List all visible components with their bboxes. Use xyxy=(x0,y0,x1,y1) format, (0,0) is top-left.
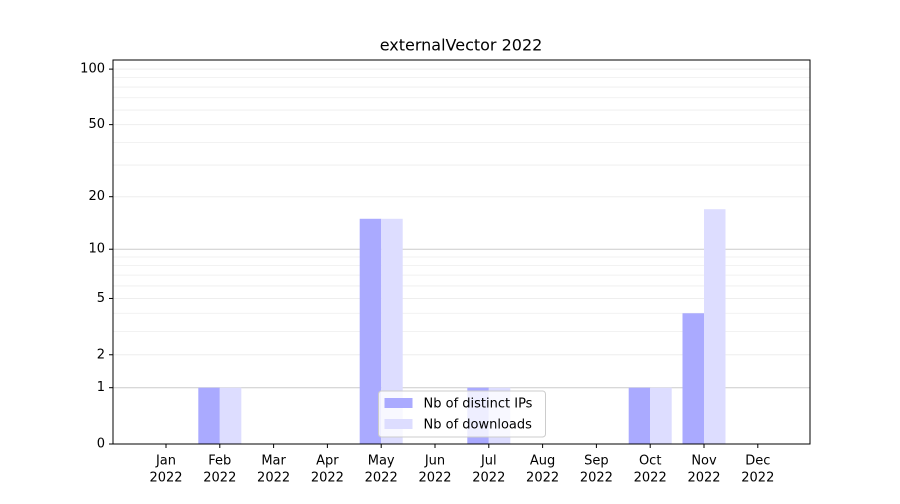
x-tick-label: Jan xyxy=(155,454,176,469)
x-tick-label: 2022 xyxy=(203,471,236,486)
x-tick-label: 2022 xyxy=(311,471,344,486)
bar xyxy=(704,209,726,444)
axes-frame xyxy=(112,59,811,445)
x-tick-label: Jul xyxy=(480,454,497,469)
bar xyxy=(219,387,242,444)
x-tick-label: Nov xyxy=(691,454,717,469)
x-tick-label: Aug xyxy=(530,454,555,469)
bar xyxy=(198,387,220,444)
y-tick-label: 5 xyxy=(97,291,105,306)
y-tick-label: 2 xyxy=(97,347,105,362)
x-tick-label: Feb xyxy=(208,454,231,469)
x-tick-label: May xyxy=(368,454,395,469)
x-tick-label: 2022 xyxy=(472,471,505,486)
y-tick-label: 0 xyxy=(97,437,105,452)
x-tick-label: 2022 xyxy=(687,471,720,486)
legend-swatch xyxy=(384,398,413,408)
y-tick-label: 1 xyxy=(97,380,105,395)
y-tick-label: 50 xyxy=(88,117,105,132)
legend-swatch xyxy=(384,419,413,429)
x-tick-label: Mar xyxy=(261,454,286,469)
x-tick-label: 2022 xyxy=(149,471,182,486)
x-tick-label: Dec xyxy=(745,454,770,469)
bar xyxy=(359,218,382,444)
x-tick-label: Jun xyxy=(424,454,445,469)
x-tick-label: 2022 xyxy=(418,471,451,486)
legend-label: Nb of downloads xyxy=(424,418,533,433)
bar xyxy=(381,218,403,444)
x-tick-label: 2022 xyxy=(634,471,667,486)
legend-label: Nb of distinct IPs xyxy=(424,397,533,412)
y-tick-label: 20 xyxy=(88,189,105,204)
x-tick-label: 2022 xyxy=(257,471,290,486)
x-tick-label: Oct xyxy=(639,454,661,469)
bar xyxy=(628,387,651,444)
x-tick-label: Apr xyxy=(316,454,339,469)
bar xyxy=(682,313,704,444)
x-tick-label: 2022 xyxy=(741,471,774,486)
bar xyxy=(650,387,672,444)
x-tick-label: 2022 xyxy=(526,471,559,486)
y-tick-label: 10 xyxy=(88,242,105,257)
chart-title: externalVector 2022 xyxy=(380,36,543,55)
x-tick-label: Sep xyxy=(584,454,609,469)
x-tick-label: 2022 xyxy=(580,471,613,486)
x-tick-label: 2022 xyxy=(365,471,398,486)
y-tick-label: 100 xyxy=(80,62,105,77)
legend-box xyxy=(378,390,546,438)
